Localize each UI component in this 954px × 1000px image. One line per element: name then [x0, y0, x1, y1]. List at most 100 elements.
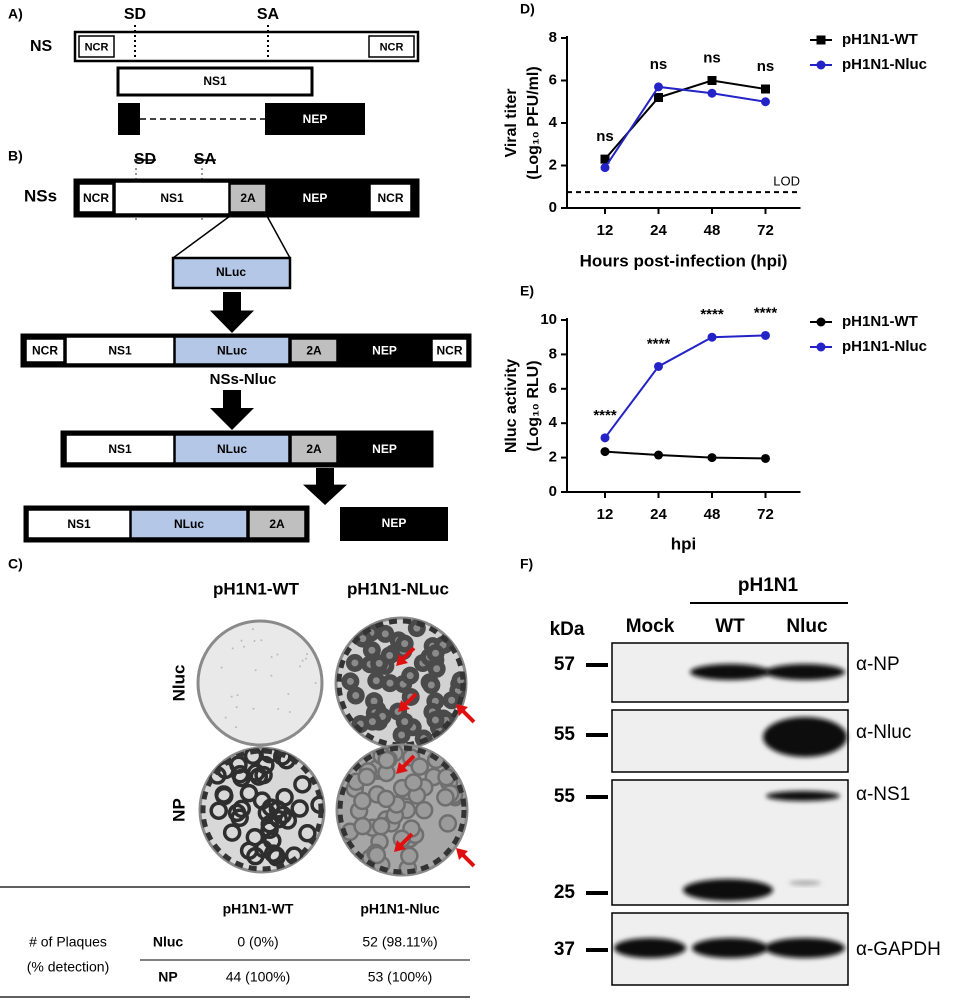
point	[654, 450, 663, 460]
segment-label: NLuc	[217, 344, 247, 358]
segment	[290, 338, 338, 363]
plaque-center	[432, 649, 440, 657]
plaque	[293, 775, 312, 794]
marker-label: 25	[554, 882, 576, 903]
plaque	[246, 846, 265, 866]
y-axis-label: Nluc activity	[503, 359, 520, 453]
plaque-center	[386, 679, 394, 687]
annotation: ****	[700, 306, 724, 323]
insert-guide	[266, 215, 291, 259]
plaque-center	[381, 630, 389, 638]
speck	[306, 652, 309, 655]
product-bar	[340, 507, 448, 541]
plaque-center	[448, 696, 456, 704]
segment	[431, 338, 468, 363]
segment-label: NS1	[108, 442, 132, 456]
speck	[235, 706, 238, 709]
segment	[369, 183, 412, 213]
segment-label: NEP	[372, 442, 397, 456]
lane-label: WT	[715, 616, 745, 637]
plate	[196, 619, 324, 747]
table-header: pH1N1-Nluc	[360, 901, 440, 917]
plaque	[400, 846, 419, 866]
legend-label: pH1N1-Nluc	[842, 338, 927, 355]
plaque-center	[372, 677, 380, 685]
plaque	[254, 765, 273, 785]
plaque	[376, 789, 396, 809]
segment	[174, 336, 290, 365]
segment-label: NEP	[372, 344, 397, 358]
speck	[270, 674, 273, 677]
speck	[234, 726, 237, 729]
speck	[252, 707, 255, 710]
row-label: NP	[169, 798, 188, 822]
table-cell: 53 (100%)	[368, 969, 433, 985]
segment-name: NS	[30, 38, 53, 55]
table-cell: 52 (98.11%)	[362, 934, 437, 950]
table-cell: 44 (100%)	[226, 969, 291, 985]
speck	[224, 716, 227, 719]
ns1-bar	[116, 66, 314, 97]
point	[707, 332, 717, 342]
plaque-center	[386, 652, 394, 660]
arrow	[210, 292, 254, 333]
reference-label: LOD	[773, 174, 800, 189]
legend-marker	[816, 342, 826, 352]
red-arrow	[401, 754, 416, 769]
plaque	[260, 814, 280, 834]
segment-label: NLuc	[174, 517, 204, 531]
plaque-center	[433, 665, 441, 673]
band	[683, 879, 773, 901]
red-arrow-head	[396, 762, 408, 774]
segment	[229, 183, 267, 213]
plaque-center	[351, 659, 359, 667]
speck	[253, 640, 256, 643]
group-label: pH1N1	[738, 575, 799, 596]
x-axis-label: Hours post-infection (hpi)	[580, 251, 788, 270]
construct-name: NSs-Nluc	[210, 371, 277, 388]
column-label: pH1N1-NLuc	[347, 579, 449, 598]
speck	[251, 628, 254, 631]
nep-exon	[265, 103, 365, 135]
segment	[65, 336, 175, 365]
plaque-center	[346, 677, 354, 685]
point	[654, 93, 663, 102]
series-line	[604, 85, 766, 169]
insert-guide	[172, 215, 231, 259]
x-tick-label: 72	[757, 506, 774, 523]
row-label: Nluc	[169, 665, 188, 702]
x-tick-label: 48	[704, 506, 721, 523]
point	[654, 361, 663, 371]
y-axis-label: (Log₁₀ RLU)	[525, 360, 542, 451]
plaque	[230, 808, 249, 828]
plaque	[278, 811, 298, 830]
plaque	[353, 816, 372, 836]
speck	[288, 710, 291, 713]
y-tick-label: 6	[549, 71, 557, 88]
segment	[368, 35, 415, 58]
plaque	[215, 786, 234, 806]
segment	[290, 434, 338, 464]
segment-label: NCR	[437, 344, 463, 358]
speck	[260, 639, 263, 642]
y-tick-label: 2	[549, 156, 557, 173]
red-arrow-head	[456, 704, 468, 716]
plaque	[290, 799, 309, 818]
segment-label: NCR	[380, 41, 404, 53]
annotation: ****	[647, 335, 671, 352]
table-header: pH1N1-WT	[223, 901, 294, 917]
plaque-center	[413, 624, 421, 632]
segment-label: NEP	[382, 516, 407, 530]
plaque-center	[352, 692, 360, 700]
legend-label: pH1N1-WT	[842, 31, 918, 48]
insert-box	[171, 256, 292, 290]
y-tick-label: 6	[549, 380, 557, 397]
segment-label: NEP	[303, 112, 328, 126]
plate-rim	[337, 745, 467, 875]
plaque	[245, 827, 265, 847]
red-arrow	[461, 853, 476, 868]
plaque	[239, 783, 259, 803]
y-tick-label: 8	[549, 29, 557, 46]
plate-rim	[336, 618, 466, 748]
segment-label: NCR	[32, 344, 58, 358]
